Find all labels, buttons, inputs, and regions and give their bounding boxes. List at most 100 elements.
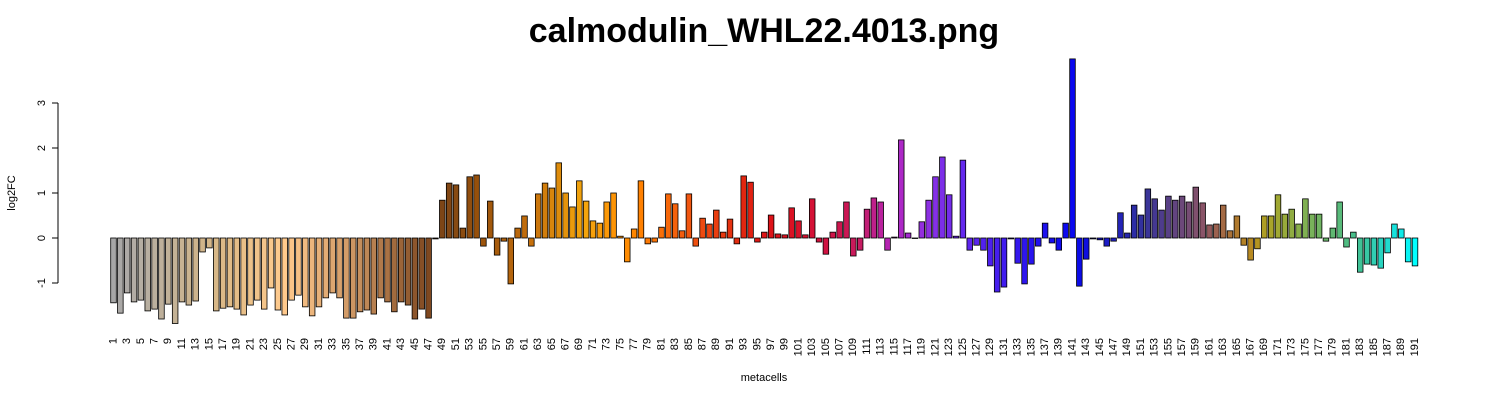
- x-tick-label: 177: [1313, 338, 1325, 356]
- bar: [562, 192, 569, 239]
- x-tick-label: 93: [738, 338, 750, 350]
- x-tick-label: 161: [1203, 338, 1215, 356]
- bar: [178, 237, 186, 303]
- x-tick-label: 67: [560, 338, 572, 350]
- x-tick-label: 27: [286, 338, 298, 350]
- x-tick-label: 65: [546, 338, 558, 350]
- bar: [1062, 222, 1069, 239]
- bar: [439, 199, 446, 239]
- x-tick-label: 89: [710, 338, 722, 350]
- x-tick-label: 167: [1245, 338, 1257, 356]
- bar: [1391, 223, 1398, 239]
- bar: [891, 236, 898, 239]
- y-tick-label: 2: [36, 145, 48, 151]
- bar: [898, 139, 905, 239]
- bar: [1165, 195, 1172, 239]
- x-tick-label: 37: [354, 338, 366, 350]
- bar: [206, 237, 213, 249]
- bar: [1226, 230, 1234, 239]
- bar: [466, 176, 473, 239]
- x-tick-label: 175: [1299, 338, 1311, 356]
- bar: [425, 237, 432, 319]
- bar: [1281, 213, 1289, 239]
- x-tick-label: 47: [423, 338, 435, 350]
- bar: [863, 208, 871, 239]
- bar: [904, 232, 912, 239]
- x-tick-label: 3: [121, 338, 133, 344]
- bar: [1137, 214, 1145, 239]
- x-tick-label: 19: [231, 338, 243, 350]
- x-tick-label: 59: [505, 338, 517, 350]
- bar: [1302, 198, 1309, 239]
- bar: [384, 237, 391, 303]
- x-tick-label: 181: [1340, 338, 1352, 356]
- bar: [151, 237, 158, 310]
- bar: [165, 237, 172, 305]
- bar: [171, 237, 179, 324]
- bar: [356, 237, 364, 313]
- bar: [1404, 237, 1412, 263]
- bar: [391, 237, 398, 313]
- bar: [726, 218, 734, 239]
- x-tick-label: 165: [1231, 338, 1243, 356]
- x-tick-label: 49: [436, 338, 448, 350]
- x-tick-label: 115: [888, 338, 900, 356]
- bar: [918, 221, 925, 239]
- x-tick-label: 43: [395, 338, 407, 350]
- bar: [932, 176, 939, 239]
- x-tick-label: 35: [340, 338, 352, 350]
- bar: [1130, 204, 1138, 239]
- bar: [418, 237, 425, 310]
- x-tick-label: 185: [1368, 338, 1380, 356]
- bar: [1151, 198, 1158, 239]
- x-tick-label: 123: [943, 338, 955, 356]
- bar: [336, 237, 343, 299]
- bar: [288, 237, 295, 301]
- x-tick-label: 127: [971, 338, 983, 356]
- bar: [473, 174, 480, 239]
- bar: [1384, 237, 1391, 254]
- x-tick-label: 63: [532, 338, 544, 350]
- x-tick-label: 95: [751, 338, 763, 350]
- bar: [254, 237, 261, 301]
- bar: [487, 200, 494, 239]
- x-tick-label: 25: [272, 338, 284, 350]
- x-tick-label: 23: [258, 338, 270, 350]
- bar: [665, 193, 672, 239]
- bar: [685, 193, 693, 239]
- bar: [1069, 58, 1076, 239]
- bar: [397, 237, 405, 303]
- bar: [535, 193, 542, 239]
- bar: [1398, 228, 1405, 239]
- x-tick-label: 179: [1327, 338, 1339, 356]
- bar: [528, 237, 535, 247]
- bar: [767, 214, 775, 239]
- x-tick-label: 125: [957, 338, 969, 356]
- x-tick-label: 71: [587, 338, 599, 350]
- bar: [603, 201, 610, 239]
- x-tick-label: 99: [779, 338, 791, 350]
- bar: [548, 187, 556, 239]
- bar: [500, 237, 508, 242]
- bar: [843, 201, 850, 239]
- bar: [637, 180, 645, 239]
- bar: [740, 175, 747, 239]
- bar: [761, 231, 768, 239]
- bar: [267, 237, 275, 289]
- x-tick-label: 31: [313, 338, 325, 350]
- bar: [329, 237, 336, 294]
- bar: [247, 237, 254, 306]
- x-tick-label: 7: [149, 338, 161, 344]
- bar: [1206, 224, 1213, 239]
- bar: [1096, 237, 1104, 241]
- x-tick-label: 107: [834, 338, 846, 356]
- bar: [1267, 215, 1275, 239]
- bar: [411, 237, 419, 320]
- bar: [809, 198, 816, 239]
- bar: [884, 237, 891, 251]
- bar: [788, 207, 795, 239]
- bar: [877, 201, 884, 239]
- bar: [596, 222, 604, 239]
- bar: [1336, 201, 1343, 239]
- bar: [377, 237, 384, 299]
